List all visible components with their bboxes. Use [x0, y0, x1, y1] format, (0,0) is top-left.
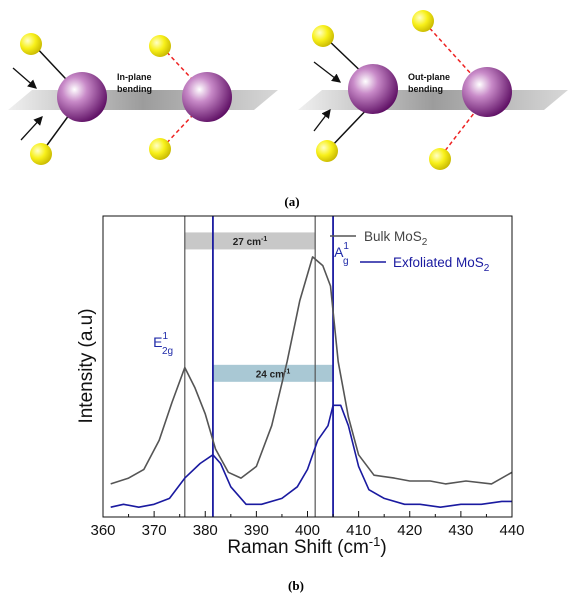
x-tick-label-8: 440 — [499, 522, 524, 539]
mo-atom — [348, 64, 398, 114]
bond-right-bottom — [440, 107, 479, 157]
x-tick-label-6: 420 — [397, 522, 422, 539]
in-plane-label: In-plane — [117, 72, 152, 82]
arrow-lower — [20, 116, 43, 141]
out-plane-label-2: bending — [408, 84, 443, 94]
panel-a: In-plane bending Out-plane bending (a) — [8, 10, 568, 209]
reference-lines — [184, 216, 334, 517]
x-tick-label-2: 380 — [193, 522, 218, 539]
x-axis-title: Raman Shift (cm-1) — [227, 534, 386, 558]
panel-b-chart: 27 cm-1 24 cm-1 360 370 380 390 400 410 420 430 4… — [76, 215, 525, 593]
x-ticks: 360 370 380 390 400 410 420 430 440 — [90, 511, 525, 539]
series-line-0 — [110, 256, 513, 485]
legend: Bulk MoS2 Exfoliated MoS2 — [330, 229, 490, 274]
legend-label-exfoliated: Exfoliated MoS2 — [393, 255, 490, 274]
mo-atom — [57, 72, 107, 122]
series-line-1 — [110, 404, 512, 508]
panel-b-label: (b) — [288, 578, 304, 593]
out-plane-label: Out-plane — [408, 72, 450, 82]
s-atom — [312, 25, 334, 47]
peak-annotation-0: E1 2g — [153, 331, 173, 357]
shift-band-label-0: 27 cm-1 — [233, 236, 268, 248]
mo-atom — [182, 72, 232, 122]
s-atom — [149, 35, 171, 57]
s-atom — [429, 148, 451, 170]
y-axis-title: Intensity (a.u) — [76, 308, 97, 423]
x-tick-label-1: 370 — [142, 522, 167, 539]
arrow-upper — [313, 61, 342, 83]
annotations: E1 2g A1 g — [153, 241, 349, 357]
s-atom — [316, 140, 338, 162]
x-tick-label-0: 360 — [90, 522, 115, 539]
s-atom — [149, 138, 171, 160]
mo-atom — [462, 67, 512, 117]
shift-band-1 — [212, 364, 334, 382]
in-plane-diagram: In-plane bending — [8, 33, 278, 165]
shift-band-0 — [184, 232, 316, 250]
x-tick-label-7: 430 — [448, 522, 473, 539]
out-plane-diagram: Out-plane bending — [298, 10, 568, 170]
x-tick-label-4: 400 — [295, 522, 320, 539]
s-atom — [412, 10, 434, 32]
s-atom — [20, 33, 42, 55]
panel-a-label: (a) — [284, 194, 299, 209]
bands: 27 cm-1 24 cm-1 — [184, 232, 334, 382]
x-tick-label-3: 390 — [244, 522, 269, 539]
peak-annotation-1: A1 g — [334, 241, 349, 267]
s-atom — [30, 143, 52, 165]
x-tick-label-5: 410 — [346, 522, 371, 539]
in-plane-label-2: bending — [117, 84, 152, 94]
series — [110, 256, 513, 508]
arrow-lower — [313, 108, 331, 132]
legend-label-bulk: Bulk MoS2 — [364, 229, 428, 248]
arrow-upper — [12, 67, 37, 89]
shift-band-label-1: 24 cm-1 — [256, 368, 291, 380]
